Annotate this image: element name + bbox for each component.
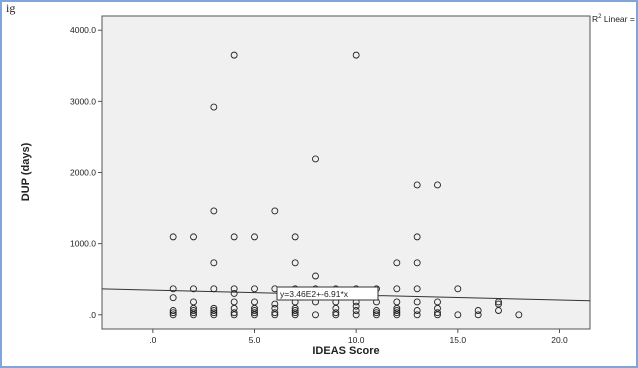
y-tick-label: 4000.0 <box>70 25 96 35</box>
data-point <box>210 103 218 111</box>
data-point <box>169 294 177 302</box>
y-axis-title: DUP (days) <box>20 142 32 201</box>
data-point <box>169 285 177 293</box>
x-tick-label: .0 <box>149 335 156 345</box>
y-axis: .0 1000.0 2000.0 3000.0 4000.0 <box>70 25 102 320</box>
data-point <box>169 309 177 317</box>
data-point <box>413 307 421 314</box>
equation-box: y=3.46E2+-6.91*x <box>276 286 379 301</box>
equation-label: y=3.46E2+-6.91*x <box>280 289 349 299</box>
data-point <box>413 233 421 241</box>
data-point <box>251 309 258 317</box>
data-point <box>291 309 299 317</box>
data-point <box>495 300 502 308</box>
data-point <box>291 259 299 267</box>
r2-label: R2 Linear = 0.00 <box>592 14 636 24</box>
data-point <box>169 307 177 314</box>
data-point <box>210 285 218 293</box>
r2-text: Linear = 0.00 <box>601 14 636 24</box>
data-point <box>210 307 218 314</box>
data-point <box>291 307 299 314</box>
data-point <box>352 311 360 319</box>
data-point <box>190 298 197 306</box>
data-point <box>230 51 238 59</box>
data-point <box>352 307 360 314</box>
y-tick-label: 2000.0 <box>70 168 96 178</box>
data-point <box>251 233 258 241</box>
data-point <box>251 285 258 293</box>
caption-fragment: ig <box>6 1 16 15</box>
data-point <box>393 307 401 314</box>
y-tick-label: 1000.0 <box>70 239 96 249</box>
y-tick-label: .0 <box>89 310 96 320</box>
data-point <box>271 300 279 308</box>
data-point <box>210 259 218 267</box>
data-point <box>474 307 482 314</box>
data-point <box>413 259 421 267</box>
data-point <box>373 307 380 314</box>
x-tick-label: 15.0 <box>450 335 467 345</box>
data-point <box>210 304 218 312</box>
r2-prefix: R <box>592 14 598 24</box>
data-point <box>251 298 258 306</box>
data-point <box>312 272 319 280</box>
data-point <box>230 309 238 317</box>
data-point <box>291 233 299 241</box>
data-point <box>230 285 238 293</box>
data-point <box>190 309 197 317</box>
data-point <box>434 309 441 317</box>
data-point <box>413 298 421 306</box>
data-point <box>169 311 177 319</box>
data-point <box>373 311 380 319</box>
y-tick-label: 3000.0 <box>70 96 96 106</box>
data-point <box>495 298 502 306</box>
data-point <box>413 181 421 189</box>
data-point <box>271 207 279 215</box>
data-point <box>474 311 482 319</box>
data-point <box>352 302 360 310</box>
x-axis-title: IDEAS Score <box>312 345 379 357</box>
x-axis: .0 5.0 10.0 15.0 20.0 <box>149 329 568 345</box>
data-point <box>393 309 401 317</box>
x-tick-label: 10.0 <box>348 335 365 345</box>
data-point <box>393 285 401 293</box>
x-tick-label: 5.0 <box>249 335 261 345</box>
data-point <box>352 51 360 59</box>
data-point <box>373 309 380 317</box>
data-point <box>454 311 462 319</box>
x-tick-label: 20.0 <box>551 335 568 345</box>
data-point <box>312 155 319 163</box>
data-point <box>230 233 238 241</box>
data-point <box>515 311 523 319</box>
data-point <box>332 309 340 317</box>
data-point <box>312 311 319 319</box>
data-point <box>190 233 197 241</box>
data-point <box>413 311 421 319</box>
data-point <box>434 181 441 189</box>
data-point <box>230 289 238 297</box>
data-point <box>230 298 238 306</box>
data-point <box>393 298 401 306</box>
plot-area <box>101 15 591 330</box>
data-point <box>271 309 279 317</box>
data-point <box>210 207 218 215</box>
data-point <box>190 285 197 293</box>
data-point <box>210 309 218 317</box>
data-point <box>413 285 421 293</box>
data-point <box>454 285 462 293</box>
data-point <box>271 304 279 312</box>
r2-superscript: 2 <box>598 14 602 20</box>
data-point <box>393 259 401 267</box>
data-point <box>169 233 177 241</box>
data-point <box>251 307 258 314</box>
data-point <box>190 307 197 314</box>
data-point <box>434 298 441 306</box>
